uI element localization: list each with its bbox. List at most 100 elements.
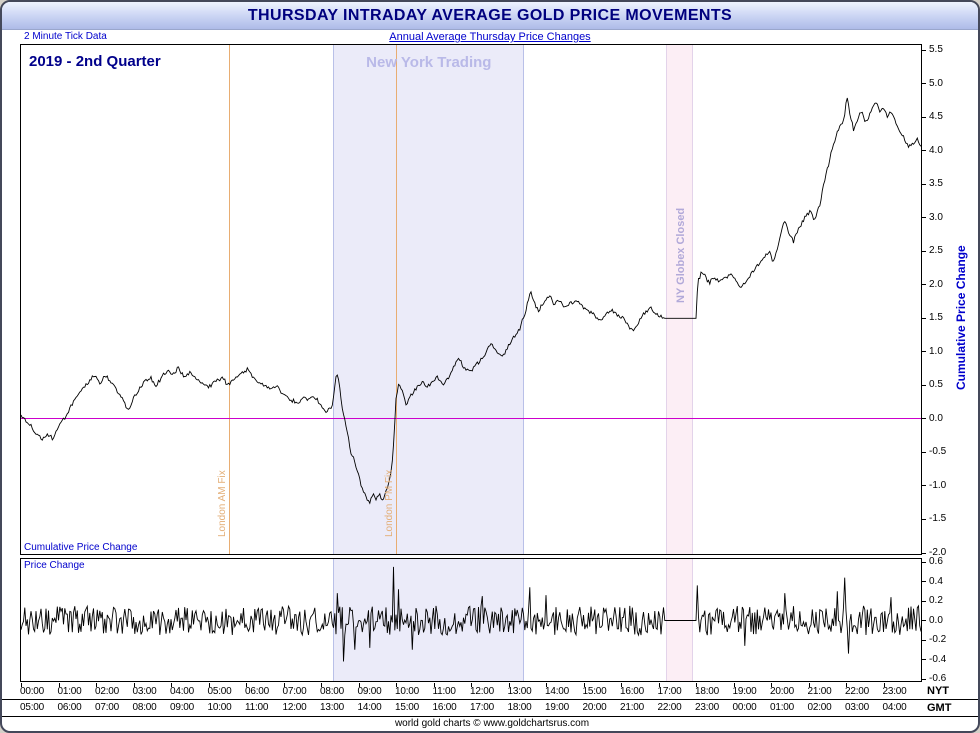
hour-tick <box>508 683 510 687</box>
nyt-hour-label: 15:00 <box>582 686 607 697</box>
x-axis-nyt-row: NYT 00:00 01:00 02:00 03:00 04:00 05:00 06:00 0… <box>2 683 978 700</box>
axis-tick-label: 0.0 <box>929 412 943 424</box>
axis-tick <box>922 639 926 641</box>
gmt-hour-label: 00:00 <box>732 702 757 713</box>
nyt-hour-label: 05:00 <box>207 686 232 697</box>
gmt-hour-label: 23:00 <box>695 702 720 713</box>
right-axis: Cumulative Price Change 5.5 5.0 4.5 4.0 3.5 3… <box>922 2 978 731</box>
axis-tick-label: -1.0 <box>929 479 947 491</box>
hour-tick <box>546 683 547 687</box>
gmt-hour-label: 01:00 <box>770 702 795 713</box>
page-title: THURSDAY INTRADAY AVERAGE GOLD PRICE MOV… <box>247 7 733 24</box>
hour-tick <box>358 683 360 687</box>
hour-tick <box>658 683 660 687</box>
ny-globex-closed-label: NY Globex Closed <box>674 207 687 303</box>
hour-tick <box>471 683 472 687</box>
gmt-hour-label: 02:00 <box>807 702 832 713</box>
hour-tick <box>621 683 622 687</box>
hour-tick <box>208 683 210 687</box>
axis-tick-label: 1.5 <box>929 312 943 324</box>
axis-tick-label: 2.5 <box>929 245 943 257</box>
hour-tick <box>246 683 247 687</box>
hour-tick <box>846 683 847 687</box>
nyt-hour-label: 17:00 <box>657 686 682 697</box>
gmt-hour-label: 22:00 <box>657 702 682 713</box>
axis-tick <box>922 552 926 554</box>
axis-tick <box>922 83 926 85</box>
cumulative-chart-panel: 2019 - 2nd Quarter New York Trading NY G… <box>20 44 922 555</box>
nyt-hour-label: 16:00 <box>620 686 645 697</box>
hour-tick <box>733 683 735 687</box>
gmt-hour-label: 07:00 <box>95 702 120 713</box>
hour-tick <box>696 683 697 687</box>
hour-tick <box>96 683 97 687</box>
axis-tick-label: 5.5 <box>929 44 943 55</box>
axis-tick-label: -2.0 <box>929 547 947 558</box>
price-change-caption: Price Change <box>24 560 85 571</box>
hour-tick <box>583 683 585 687</box>
nyt-hour-label: 11:00 <box>432 686 456 697</box>
hour-tick <box>396 683 397 687</box>
gmt-hour-label: 13:00 <box>320 702 345 713</box>
axis-tick-label: 2.0 <box>929 278 943 290</box>
price-change-line <box>21 566 921 662</box>
axis-tick-label: 5.0 <box>929 77 943 89</box>
hour-tick <box>433 683 435 687</box>
axis-tick-label: -0.4 <box>929 653 947 665</box>
x-axis-gmt-row: GMT 05:00 06:00 07:00 08:00 09:00 10:00 11:00 1… <box>2 700 978 717</box>
right-axis-title: Cumulative Price Change <box>954 245 968 390</box>
axis-tick-label: 0.0 <box>929 614 943 626</box>
axis-tick <box>922 150 926 152</box>
hour-tick <box>771 683 772 687</box>
axis-tick <box>922 351 926 353</box>
nyt-hour-label: 19:00 <box>732 686 757 697</box>
axis-tick <box>922 183 926 185</box>
axis-tick <box>922 659 926 660</box>
cumulative-price-line <box>21 97 921 505</box>
axis-tick-label: 3.5 <box>929 178 943 190</box>
axis-tick <box>922 581 926 582</box>
hour-tick <box>58 683 60 687</box>
hour-tick <box>171 683 172 687</box>
axis-tick-label: -1.5 <box>929 513 947 525</box>
hour-tick <box>133 683 135 687</box>
globex-closed-band <box>666 559 694 681</box>
gmt-hour-label: 15:00 <box>395 702 420 713</box>
hour-tick <box>21 683 22 687</box>
ny-trading-band <box>333 45 525 554</box>
axis-tick-label: 4.0 <box>929 144 943 156</box>
axis-tick <box>922 678 926 680</box>
axis-tick <box>922 620 926 621</box>
axis-tick-label: -0.5 <box>929 446 947 458</box>
gmt-hour-label: 03:00 <box>845 702 870 713</box>
axis-tick <box>922 250 926 252</box>
gmt-hour-label: 04:00 <box>882 702 907 713</box>
nyt-hour-label: 08:00 <box>320 686 345 697</box>
axis-tick-label: 1.0 <box>929 345 943 357</box>
london-am-fix-label: London AM Fix <box>217 470 229 537</box>
axis-tick <box>922 518 926 520</box>
gmt-hour-label: 12:00 <box>282 702 307 713</box>
nyt-hour-label: 18:00 <box>695 686 720 697</box>
axis-tick <box>922 116 926 118</box>
axis-tick <box>922 284 926 286</box>
new-york-trading-label: New York Trading <box>366 54 492 71</box>
cumulative-price-change-caption: Cumulative Price Change <box>24 542 138 553</box>
hour-tick <box>321 683 322 687</box>
quarter-label: 2019 - 2nd Quarter <box>29 53 161 70</box>
axis-tick <box>922 451 926 453</box>
chart-title-bar: THURSDAY INTRADAY AVERAGE GOLD PRICE MOV… <box>2 2 978 30</box>
axis-tick-label: 0.4 <box>929 575 943 587</box>
axis-tick-label: 0.6 <box>929 556 943 567</box>
nyt-hour-label: 09:00 <box>357 686 382 697</box>
axis-tick <box>922 384 926 386</box>
gmt-hour-label: 08:00 <box>132 702 157 713</box>
nyt-hour-label: 23:00 <box>882 686 907 697</box>
subtitle-link[interactable]: Annual Average Thursday Price Changes <box>389 31 591 43</box>
axis-tick <box>922 600 926 602</box>
gmt-hour-label: 19:00 <box>545 702 570 713</box>
subtitle-row: 2 Minute Tick Data Annual Average Thursd… <box>2 31 978 44</box>
gmt-hour-label: 17:00 <box>470 702 495 713</box>
nyt-hour-label: 07:00 <box>282 686 307 697</box>
